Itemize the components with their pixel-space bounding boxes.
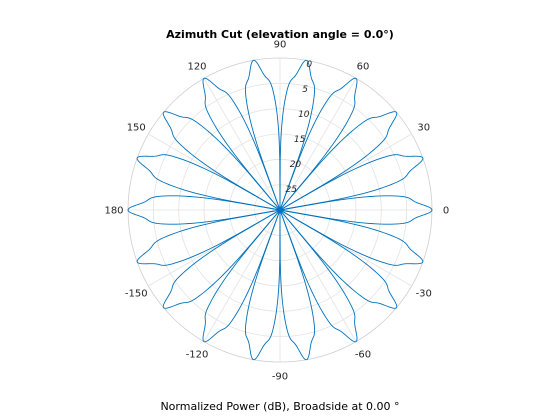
x-axis-label: Normalized Power (dB), Broadside at 0.00…	[160, 400, 399, 413]
pattern-lobe	[244, 209, 281, 361]
radial-tick-label: 15	[294, 135, 306, 145]
pattern-lobe	[279, 195, 433, 225]
angle-tick-label: 30	[417, 123, 430, 134]
pattern-lobe	[202, 77, 281, 211]
angle-tick-label: -60	[355, 349, 371, 360]
radial-tick-label: 20	[290, 160, 302, 170]
pattern-lobe	[244, 59, 281, 211]
angle-tick-label: 60	[357, 62, 370, 73]
pattern-lobe	[279, 209, 424, 266]
pattern-lobe	[279, 59, 316, 211]
pattern-lobe	[279, 111, 398, 211]
pattern-lobe	[162, 209, 281, 309]
angle-tick-label: 90	[274, 40, 287, 51]
pattern-lobe	[162, 111, 281, 211]
angle-tick-label: 120	[187, 62, 206, 73]
angle-tick-label: 180	[104, 206, 123, 217]
angle-tick-label: -90	[272, 372, 288, 383]
pattern-lobe	[136, 154, 281, 211]
angle-tick-label: 150	[127, 123, 146, 134]
pattern-traces	[127, 59, 433, 361]
pattern-lobe	[279, 154, 424, 211]
grid-spoke	[203, 209, 281, 342]
grid-spoke	[279, 209, 357, 342]
radial-tick-label: 10	[298, 110, 310, 120]
grid-spoke	[279, 78, 357, 211]
pattern-lobe	[279, 209, 358, 343]
grid-spoke	[203, 78, 281, 211]
angle-tick-label: 0	[443, 206, 449, 217]
pattern-lobe	[202, 209, 281, 343]
radial-tick-label: 25	[286, 185, 298, 195]
radial-tick-labels: 0 5 10 15 20 25	[286, 60, 313, 195]
angle-tick-label: -120	[186, 349, 209, 360]
pattern-lobe	[279, 77, 358, 211]
radial-tick-label: 5	[302, 85, 308, 95]
pattern-lobe	[136, 209, 281, 266]
pattern-lobe	[279, 209, 398, 309]
pattern-lobe	[127, 195, 281, 225]
chart-title: Azimuth Cut (elevation angle = 0.0°)	[166, 28, 394, 41]
pattern-lobe	[279, 209, 316, 361]
radial-tick-label: 0	[306, 60, 312, 70]
angle-tick-label: -30	[416, 289, 432, 300]
angle-tick-label: -150	[125, 289, 148, 300]
